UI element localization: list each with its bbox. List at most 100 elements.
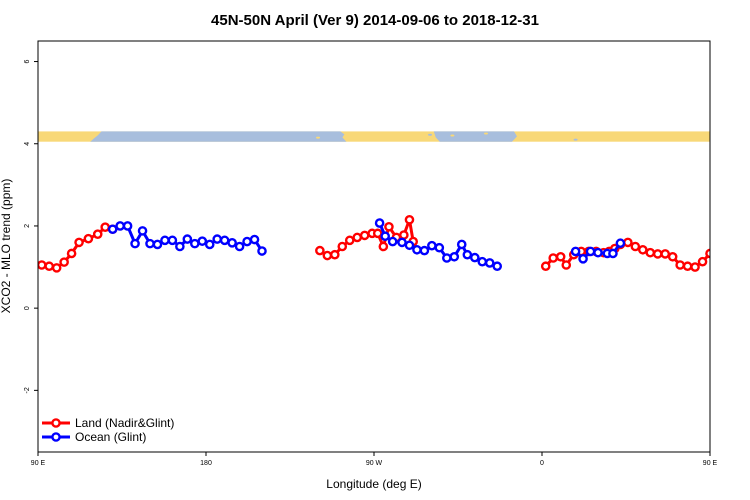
data-point xyxy=(219,235,230,246)
data-point xyxy=(652,249,663,259)
data-point xyxy=(630,241,641,252)
data-point xyxy=(714,239,721,246)
legend-marker xyxy=(51,432,61,442)
data-point xyxy=(374,218,385,228)
data-point xyxy=(234,241,245,252)
map-detail xyxy=(308,134,313,137)
data-point xyxy=(167,235,178,246)
data-point xyxy=(399,230,409,240)
data-point xyxy=(561,260,572,270)
data-point xyxy=(690,262,700,272)
data-point xyxy=(738,224,745,231)
data-point xyxy=(107,224,118,235)
y-axis: -2 0 2 4 6 xyxy=(24,60,38,393)
y-tick-label: 4 xyxy=(24,142,31,146)
map-detail xyxy=(484,132,488,135)
data-point xyxy=(477,256,488,267)
y-tick-label: 0 xyxy=(24,306,31,310)
legend-item-ocean: Ocean (Glint) xyxy=(42,430,146,444)
data-point xyxy=(427,240,437,251)
data-point xyxy=(51,263,62,273)
legend-label: Land (Nadir&Glint) xyxy=(75,416,174,430)
legend-item-land: Land (Nadir&Glint) xyxy=(42,416,174,430)
data-point xyxy=(412,244,422,255)
data-point xyxy=(337,241,348,252)
map-detail xyxy=(551,134,556,137)
world-map-strip xyxy=(38,131,742,142)
data-point xyxy=(469,252,480,263)
data-point xyxy=(623,237,633,248)
data-point xyxy=(746,226,750,233)
data-point xyxy=(249,234,260,245)
data-point xyxy=(152,239,163,250)
data-point xyxy=(555,251,566,262)
data-point xyxy=(441,253,452,263)
data-point xyxy=(44,261,55,272)
data-point xyxy=(697,256,708,267)
map-detail xyxy=(502,135,507,138)
series-layer xyxy=(38,214,750,273)
data-point xyxy=(608,248,618,259)
data-point xyxy=(227,238,237,248)
data-point xyxy=(746,226,750,233)
map-detail xyxy=(450,134,455,137)
y-tick-label: 2 xyxy=(24,224,31,228)
legend-label: Ocean (Glint) xyxy=(75,430,146,444)
data-point xyxy=(130,238,140,249)
x-tick-label: 90 E xyxy=(31,460,46,467)
x-tick-label: 0 xyxy=(540,460,544,467)
data-point xyxy=(175,241,185,252)
map-land xyxy=(38,131,710,142)
data-point xyxy=(83,233,94,244)
data-point xyxy=(66,248,77,259)
map-ocean-atlantic xyxy=(433,131,517,142)
data-point xyxy=(74,237,84,248)
chart-title: 45N-50N April (Ver 9) 2014-09-06 to 2018… xyxy=(211,12,539,29)
data-point xyxy=(92,229,103,239)
data-point xyxy=(419,245,430,256)
data-point xyxy=(372,228,383,239)
data-point xyxy=(404,214,415,225)
data-point xyxy=(257,246,267,256)
x-axis-label: Longitude (deg E) xyxy=(326,477,421,491)
data-point xyxy=(593,247,603,258)
data-point xyxy=(38,260,47,270)
data-point xyxy=(638,244,648,255)
map-ocean-pacific-right xyxy=(710,131,742,141)
data-point xyxy=(352,232,363,243)
legend: Land (Nadir&Glint)Ocean (Glint) xyxy=(42,416,174,444)
data-point xyxy=(344,235,355,246)
data-point xyxy=(570,246,581,257)
data-point xyxy=(682,261,693,272)
data-point xyxy=(492,261,503,272)
data-point xyxy=(434,242,445,253)
data-point xyxy=(137,226,148,236)
data-point xyxy=(645,247,656,258)
data-point xyxy=(462,249,473,260)
data-point xyxy=(359,230,370,241)
data-point xyxy=(160,235,170,246)
data-point xyxy=(197,236,208,246)
data-point xyxy=(397,237,407,248)
data-point xyxy=(585,246,596,257)
data-point xyxy=(182,234,193,244)
data-point xyxy=(660,249,671,259)
map-detail xyxy=(461,137,466,140)
data-point xyxy=(145,238,155,249)
data-point xyxy=(456,239,467,250)
y-axis-label: XCO2 - MLO trend (ppm) xyxy=(0,179,13,314)
map-detail xyxy=(573,138,578,141)
data-point xyxy=(540,261,551,272)
y-tick-label: 6 xyxy=(24,60,31,64)
data-point xyxy=(212,234,222,244)
data-point xyxy=(122,221,133,231)
data-point xyxy=(100,222,110,232)
map-detail xyxy=(428,133,432,136)
data-point xyxy=(449,251,460,262)
x-tick-label: 90 E xyxy=(703,460,718,467)
map-detail xyxy=(316,136,320,139)
data-point xyxy=(731,231,738,238)
data-point xyxy=(548,253,559,263)
series-land xyxy=(38,214,750,273)
